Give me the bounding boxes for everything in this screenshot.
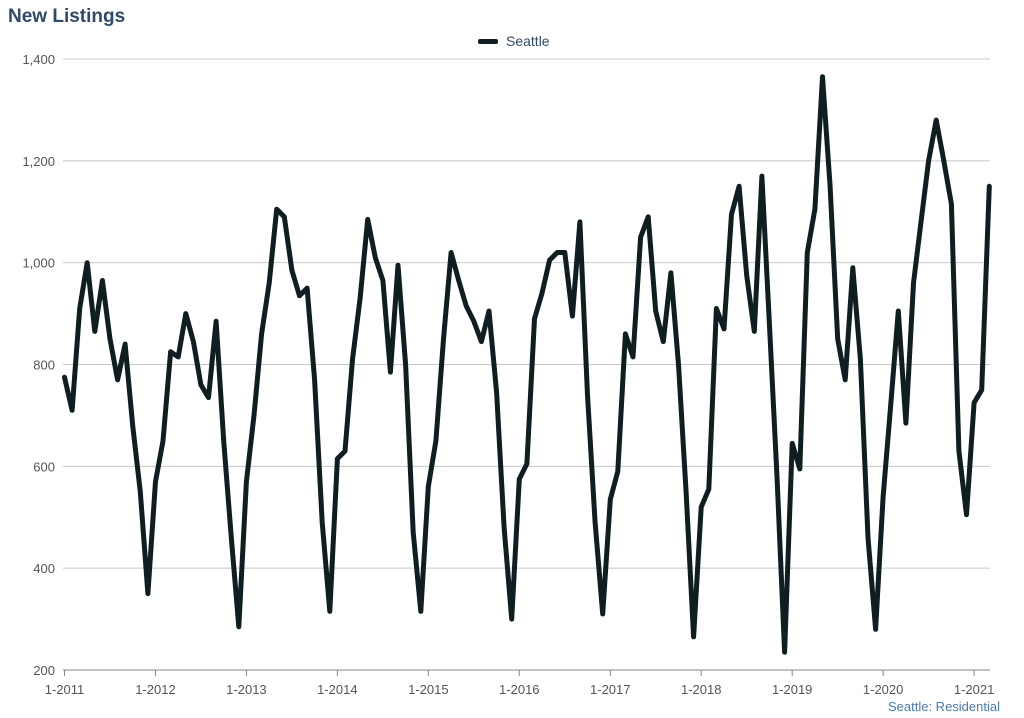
x-tick-label: 1-2011 [45,682,85,697]
chart-title: New Listings [8,6,126,27]
y-tick-label: 600 [33,459,55,474]
x-tick-label: 1-2021 [954,682,994,697]
series-line-seattle [62,74,992,655]
y-tick-label: 1,400 [22,52,55,67]
x-tick-label: 1-2015 [408,682,448,697]
y-tick-label: 1,200 [22,154,55,169]
y-tick-label: 200 [33,663,55,678]
y-tick-label: 800 [33,358,55,373]
legend-label: Seattle [506,33,550,49]
x-tick-label: 1-2013 [226,682,266,697]
x-tick-label: 1-2016 [499,682,539,697]
y-tick-label: 1,000 [22,256,55,271]
chart-footer-note: Seattle: Residential [887,699,1000,714]
x-tick-label: 1-2020 [863,682,903,697]
legend: Seattle [478,33,550,49]
x-tick-label: 1-2012 [135,682,175,697]
x-tick-label: 1-2017 [590,682,630,697]
legend-swatch [478,38,498,44]
x-tick-label: 1-2018 [681,682,721,697]
x-tick-label: 1-2014 [317,682,357,697]
x-tick-label: 1-2019 [772,682,812,697]
y-tick-label: 400 [33,561,55,576]
